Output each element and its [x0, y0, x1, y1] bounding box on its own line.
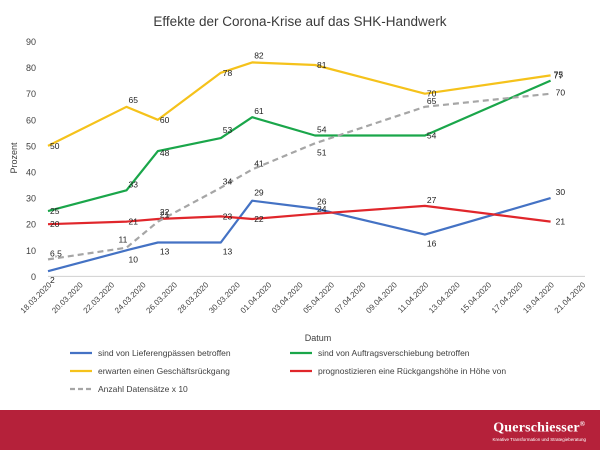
- brand-name: Querschiesser: [493, 420, 580, 436]
- data-label: 78: [223, 68, 233, 78]
- brand-registered-mark: ®: [579, 420, 586, 428]
- y-tick-label: 60: [26, 115, 36, 125]
- x-tick-labels: 18.03.202020.03.202022.03.202024.03.2020…: [19, 280, 588, 315]
- x-tick-label: 01.04.2020: [239, 280, 274, 315]
- x-tick-label: 21.04.2020: [553, 280, 588, 315]
- legend-entry: sind von Lieferengpässen betroffen: [98, 348, 231, 358]
- y-tick-label: 50: [26, 141, 36, 151]
- x-tick-label: 17.04.2020: [490, 280, 525, 315]
- x-tick-label: 24.03.2020: [113, 280, 148, 315]
- legend-entry: Anzahl Datensätze x 10: [98, 384, 188, 394]
- data-label: 54: [427, 131, 437, 141]
- data-label: 21: [129, 217, 139, 227]
- data-label: 30: [556, 187, 566, 197]
- data-label: 29: [254, 188, 264, 198]
- data-label: 21: [556, 217, 566, 227]
- x-tick-label: 11.04.2020: [396, 280, 431, 315]
- data-label: 54: [317, 125, 327, 135]
- x-tick-label: 30.03.2020: [207, 280, 242, 315]
- y-tick-label: 40: [26, 168, 36, 178]
- chart-title: Effekte der Corona-Krise auf das SHK-Han…: [153, 14, 446, 29]
- y-axis-label: Prozent: [9, 142, 19, 174]
- data-label: 13: [160, 247, 170, 257]
- series-line: [47, 197, 551, 273]
- series-line: [47, 61, 551, 147]
- legend-entry: prognostizieren eine Rückgangshöhe in Hö…: [318, 366, 506, 376]
- x-tick-label: 03.04.2020: [270, 280, 305, 315]
- data-label: 22: [254, 214, 264, 224]
- data-label: 77: [554, 70, 564, 80]
- data-label: 70: [427, 89, 437, 99]
- x-tick-label: 26.03.2020: [144, 280, 179, 315]
- data-label: 21: [160, 210, 170, 220]
- data-label: 82: [254, 50, 264, 60]
- data-label: 70: [556, 88, 566, 98]
- data-label: 16: [427, 239, 437, 249]
- data-label: 23: [223, 211, 233, 221]
- data-label: 11: [119, 235, 128, 245]
- x-axis-label: Datum: [305, 333, 332, 343]
- y-tick-label: 0: [31, 272, 36, 282]
- x-tick-label: 13.04.2020: [427, 280, 462, 315]
- data-labels: 2 10 13 13 29 26 16 30 25 33 48 53 61 54 54 75 50 65 60 78 8…: [50, 50, 565, 285]
- x-tick-label: 15.04.2020: [458, 280, 493, 315]
- x-tick-label: 07.04.2020: [333, 280, 368, 315]
- brand-tagline: Kreative Transformation und Strategieber…: [492, 436, 586, 442]
- data-label: 60: [160, 115, 170, 125]
- data-label: 22: [160, 207, 170, 217]
- data-label: 61: [254, 106, 264, 116]
- data-label: 34: [223, 177, 233, 187]
- data-label: 33: [129, 179, 139, 189]
- legend-entry: erwarten einen Geschäftsrückgang: [98, 366, 230, 376]
- y-tick-labels: 0 10 20 30 40 50 60 70 80 90: [26, 37, 36, 282]
- x-tick-label: 05.04.2020: [301, 280, 336, 315]
- data-label: 65: [129, 95, 139, 105]
- data-label: 26: [317, 197, 327, 207]
- x-tick-label: 18.03.2020: [19, 280, 54, 315]
- data-label: 2: [50, 275, 55, 285]
- x-tick-label: 09.04.2020: [364, 280, 399, 315]
- data-label: 27: [427, 195, 437, 205]
- y-tick-label: 70: [26, 89, 36, 99]
- data-label: 53: [223, 125, 233, 135]
- series-line: [47, 92, 551, 261]
- y-axis: 0 10 20 30 40 50 60 70 80 90: [26, 37, 36, 282]
- data-label: 50: [50, 141, 60, 151]
- data-label: 10: [129, 254, 139, 264]
- footer-band: Querschiesser® Kreative Transformation u…: [0, 410, 600, 450]
- data-label: 41: [254, 158, 264, 168]
- y-tick-label: 30: [26, 194, 36, 204]
- data-label: 6,5: [50, 248, 62, 258]
- data-label: 51: [317, 147, 327, 157]
- series-line: [47, 204, 551, 226]
- x-tick-label: 28.03.2020: [176, 280, 211, 315]
- legend: sind von Lieferengpässen betroffen sind v…: [70, 348, 506, 394]
- x-tick-label: 20.03.2020: [50, 280, 85, 315]
- data-label: 24: [317, 204, 327, 214]
- x-tick-label: 22.03.2020: [82, 280, 117, 315]
- y-tick-label: 10: [26, 246, 36, 256]
- line-chart: Effekte der Corona-Krise auf das SHK-Han…: [9, 14, 588, 394]
- data-label: 13: [223, 247, 233, 257]
- data-label: 75: [554, 70, 564, 80]
- y-tick-label: 90: [26, 37, 36, 47]
- legend-entry: sind von Auftragsverschiebung betroffen: [318, 348, 470, 358]
- data-label: 48: [160, 148, 170, 158]
- series-line: [47, 79, 552, 213]
- y-tick-label: 80: [26, 63, 36, 73]
- data-label: 20: [50, 219, 60, 229]
- data-label: 25: [50, 206, 60, 216]
- x-tick-label: 19.04.2020: [521, 280, 556, 315]
- data-label: 81: [317, 60, 327, 70]
- series-layer: [47, 61, 552, 273]
- y-tick-label: 20: [26, 220, 36, 230]
- brand-logo: Querschiesser® Kreative Transformation u…: [492, 416, 586, 443]
- data-label: 65: [427, 96, 437, 106]
